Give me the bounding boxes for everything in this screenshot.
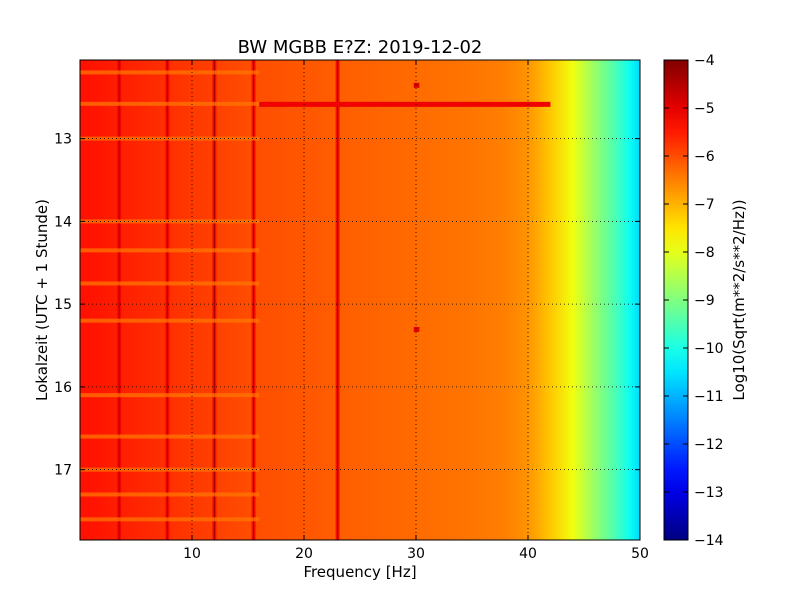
y-tick-label: 16 bbox=[54, 380, 72, 396]
colorbar-tick-label: −11 bbox=[694, 389, 724, 405]
horizontal-band bbox=[80, 136, 260, 141]
x-tick-label: 50 bbox=[631, 546, 649, 562]
colorbar-tick-label: −5 bbox=[694, 101, 715, 117]
y-tick-label: 17 bbox=[54, 463, 72, 479]
horizontal-band bbox=[80, 492, 260, 497]
horizontal-band bbox=[80, 517, 260, 522]
signal-feature bbox=[413, 326, 420, 332]
y-tick-label: 13 bbox=[54, 132, 72, 148]
colorbar-tick-label: −9 bbox=[694, 293, 715, 309]
y-tick-label: 15 bbox=[54, 297, 72, 313]
colorbar-tick-label: −6 bbox=[694, 149, 715, 165]
y-tick-label: 14 bbox=[54, 214, 72, 230]
horizontal-band bbox=[80, 434, 260, 439]
horizontal-band-features bbox=[80, 70, 260, 522]
colorbar-tick-label: −12 bbox=[694, 437, 724, 453]
x-axis-label: Frequency [Hz] bbox=[303, 563, 416, 581]
horizontal-band bbox=[80, 281, 260, 286]
horizontal-band bbox=[80, 393, 260, 398]
colorbar-ticks: −4 −5 −6 −7 −8 −9 −10 −11 −12 −13 −14 bbox=[664, 53, 724, 549]
horizontal-band bbox=[80, 101, 260, 106]
x-tick-label: 20 bbox=[295, 546, 313, 562]
colorbar-tick-label: −10 bbox=[694, 341, 724, 357]
horizontal-band bbox=[80, 318, 260, 323]
colorbar-tick-label: −8 bbox=[694, 245, 715, 261]
colorbar-label: Log10(Sqrt(m**2/s**2/Hz)) bbox=[730, 199, 748, 400]
x-tick-label: 40 bbox=[519, 546, 537, 562]
horizontal-band bbox=[80, 219, 260, 224]
plot-grid bbox=[80, 60, 641, 540]
x-tick-label: 30 bbox=[407, 546, 425, 562]
horizontal-band bbox=[80, 467, 260, 472]
signal-features bbox=[259, 82, 551, 332]
y-axis-label: Lokalzeit (UTC + 1 Stunde) bbox=[33, 199, 51, 401]
horizontal-band bbox=[80, 70, 260, 75]
x-tick-label: 10 bbox=[183, 546, 201, 562]
colorbar-tick-label: −13 bbox=[694, 485, 724, 501]
plot-frame bbox=[79, 59, 641, 541]
colorbar-tick-label: −14 bbox=[694, 533, 724, 549]
colorbar-tick-label: −4 bbox=[694, 53, 715, 69]
y-axis-ticks: 13 14 15 16 17 bbox=[54, 132, 640, 479]
horizontal-band bbox=[80, 248, 260, 253]
x-axis-ticks: 10 20 30 40 50 bbox=[183, 60, 649, 562]
signal-feature bbox=[259, 101, 551, 107]
chart-title: BW MGBB E?Z: 2019-12-02 bbox=[238, 37, 483, 58]
colorbar-tick-label: −7 bbox=[694, 197, 715, 213]
signal-feature bbox=[413, 82, 420, 88]
